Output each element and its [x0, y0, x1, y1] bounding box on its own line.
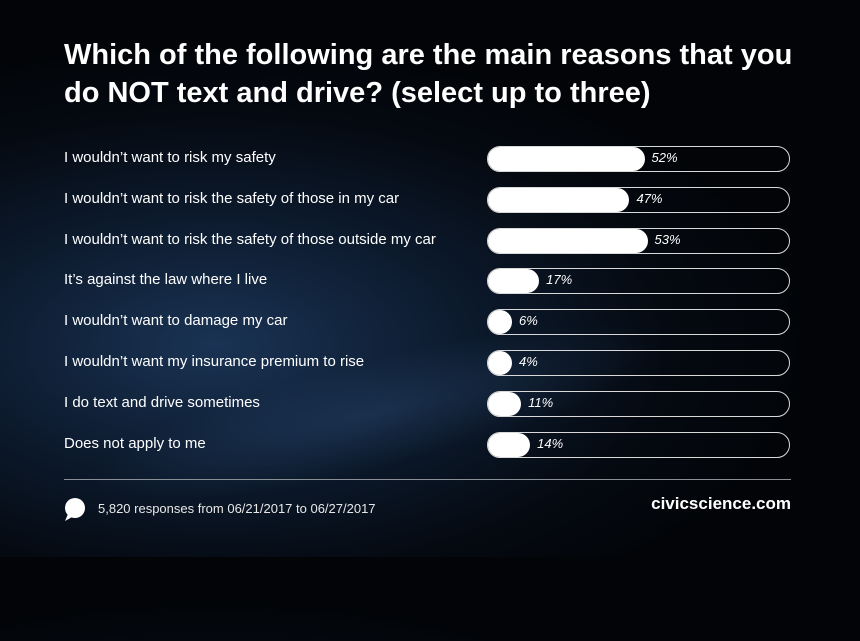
bar-fill [488, 269, 540, 294]
bar-track: 6% [487, 309, 790, 336]
chart-title: Which of the following are the main reas… [64, 39, 793, 109]
bar-row: I do text and drive sometimes 11% [0, 390, 860, 417]
bar-row: It’s against the law where I live 17% [0, 268, 860, 295]
bar-row: I wouldn’t want to risk my safety 52% [0, 146, 860, 172]
value-label: 6% [519, 313, 538, 329]
bar-fill [488, 147, 645, 171]
bar-track: 52% [487, 146, 790, 172]
bar-row: I wouldn’t want to risk the safety of th… [0, 186, 860, 213]
value-label: 17% [546, 272, 573, 288]
responses-text: 5,820 responses from 06/21/2017 to 06/27… [98, 501, 376, 516]
bar-fill [488, 187, 630, 212]
category-label: It’s against the law where I live [64, 271, 268, 289]
value-label: 53% [654, 231, 681, 247]
bar-fill [488, 391, 522, 416]
bar-row: Does not apply to me 14% [0, 431, 860, 458]
bar-track: 14% [487, 431, 790, 458]
category-label: I wouldn’t want to risk my safety [64, 149, 276, 166]
value-label: 14% [537, 435, 564, 451]
bar-track: 47% [487, 186, 790, 213]
value-label: 4% [519, 354, 538, 369]
bar-track: 11% [487, 390, 790, 417]
bar-fill [488, 228, 648, 253]
bar-fill [488, 432, 531, 457]
footer-divider [64, 479, 791, 480]
value-label: 11% [528, 394, 554, 410]
category-label: I wouldn’t want to damage my car [64, 312, 288, 330]
bar-track: 17% [487, 268, 790, 295]
bar-track: 53% [487, 227, 790, 254]
bar-fill [488, 310, 512, 335]
value-label: 47% [636, 190, 663, 206]
category-label: Does not apply to me [64, 434, 206, 452]
bar-track: 4% [487, 350, 790, 376]
category-label: I wouldn’t want my insurance premium to … [64, 353, 365, 370]
bar-fill [488, 351, 512, 375]
brand-name: civicscience.com [651, 494, 791, 513]
bar-row: I wouldn’t want to risk the safety of th… [0, 227, 860, 254]
speech-bubble-icon [65, 498, 85, 521]
category-label: I wouldn’t want to risk the safety of th… [64, 189, 400, 207]
value-label: 52% [651, 150, 678, 165]
category-label: I wouldn’t want to risk the safety of th… [64, 230, 436, 248]
bar-row: I wouldn’t want to damage my car 6% [0, 309, 860, 336]
bar-row: I wouldn’t want my insurance premium to … [0, 350, 860, 376]
category-label: I do text and drive sometimes [64, 393, 260, 411]
